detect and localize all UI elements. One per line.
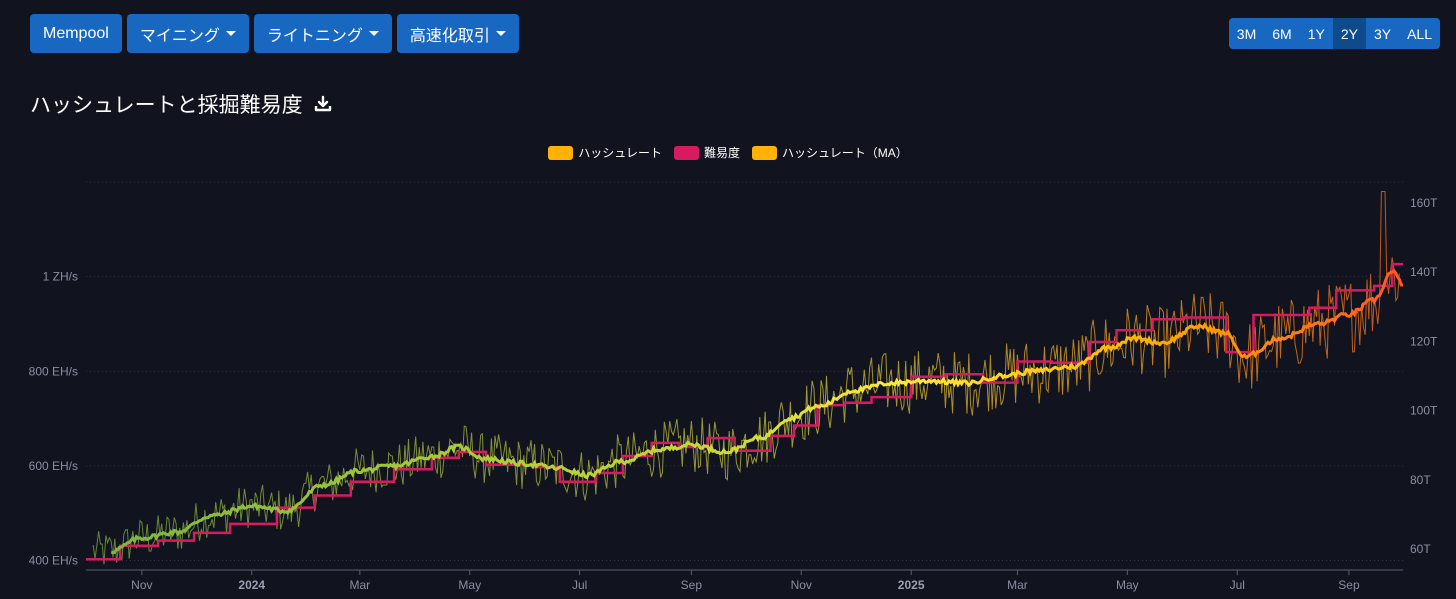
x-tick-label: Sep [1338, 578, 1360, 592]
series-line-difficulty [86, 262, 1403, 561]
legend-label-hashrate-ma: ハッシュレート（MA） [782, 146, 908, 160]
y-right-tick-label: 60T [1410, 542, 1431, 556]
y-right-tick-label: 160T [1410, 196, 1438, 210]
y-axis-left: 400 EH/s 600 EH/s 800 EH/s 1 ZH/s [29, 270, 78, 568]
y-right-tick-label: 100T [1410, 404, 1438, 418]
nav-mining-label: マイニング [139, 27, 220, 45]
caret-down-icon [368, 31, 379, 36]
x-tick-label: Jul [1230, 578, 1245, 592]
nav-bar: Mempool マイニング ライトニング 高速化取引 [30, 14, 519, 53]
x-tick-label: Nov [131, 578, 152, 592]
legend-label-hashrate: ハッシュレート [578, 146, 662, 160]
range-option-3y[interactable]: 3Y [1365, 18, 1400, 49]
legend-swatch-difficulty [673, 145, 699, 160]
download-icon[interactable] [313, 94, 333, 114]
legend-item-difficulty[interactable]: 難易度 [673, 144, 740, 161]
range-option-1y[interactable]: 1Y [1299, 18, 1333, 49]
range-option-3m[interactable]: 3M [1228, 18, 1265, 49]
legend-label-difficulty: 難易度 [703, 146, 740, 160]
y-left-tick-label: 1 ZH/s [43, 270, 78, 284]
grid-lines [86, 181, 1403, 571]
y-left-tick-label: 600 EH/s [29, 459, 78, 473]
legend-item-hashrate[interactable]: ハッシュレート [548, 144, 662, 161]
x-axis: Nov 2024 Mar May Jul Sep Nov 2025 Mar May Jul Sep [131, 570, 1360, 592]
range-option-6m[interactable]: 6M [1264, 18, 1300, 49]
y-left-tick-label: 400 EH/s [29, 554, 78, 568]
nav-mempool-label: Mempool [43, 24, 109, 42]
chart-legend: ハッシュレート 難易度 ハッシュレート（MA） [0, 144, 1456, 161]
range-option-2y[interactable]: 2Y [1332, 18, 1366, 49]
legend-item-hashrate-ma[interactable]: ハッシュレート（MA） [752, 144, 908, 161]
chart-title: ハッシュレートと採掘難易度 [30, 94, 303, 117]
x-tick-label: 2024 [238, 578, 265, 592]
x-tick-label: Sep [681, 578, 703, 592]
nav-accelerate-button[interactable]: 高速化取引 [396, 14, 519, 53]
y-right-tick-label: 140T [1410, 265, 1438, 279]
y-left-tick-label: 800 EH/s [29, 364, 78, 378]
legend-swatch-hashrate-ma [752, 145, 777, 160]
x-tick-label: May [1116, 578, 1139, 592]
nav-mempool-button[interactable]: Mempool [30, 14, 122, 53]
legend-swatch-hashrate [548, 145, 574, 160]
x-tick-label: May [458, 578, 481, 592]
x-tick-label: Jul [572, 578, 587, 592]
nav-accelerate-label: 高速化取引 [409, 27, 490, 45]
y-right-tick-label: 80T [1410, 473, 1431, 487]
series-line-hashrate-ma [110, 268, 1404, 555]
range-option-all[interactable]: ALL [1399, 18, 1440, 49]
x-tick-label: Nov [791, 578, 812, 592]
nav-lightning-button[interactable]: ライトニング [253, 14, 392, 53]
caret-down-icon [225, 31, 236, 36]
caret-down-icon [495, 31, 506, 36]
nav-mining-button[interactable]: マイニング [126, 14, 249, 53]
chart-title-row: ハッシュレートと採掘難易度 [30, 89, 333, 119]
x-tick-label: 2025 [898, 578, 925, 592]
time-range-selector: 3M 6M 1Y 2Y 3Y ALL [1228, 18, 1440, 49]
y-right-tick-label: 120T [1410, 334, 1438, 348]
y-axis-right: 60T 80T 100T 120T 140T 160T [1410, 196, 1438, 556]
nav-lightning-label: ライトニング [266, 27, 363, 45]
x-tick-label: Mar [1007, 578, 1028, 592]
x-tick-label: Mar [350, 578, 371, 592]
